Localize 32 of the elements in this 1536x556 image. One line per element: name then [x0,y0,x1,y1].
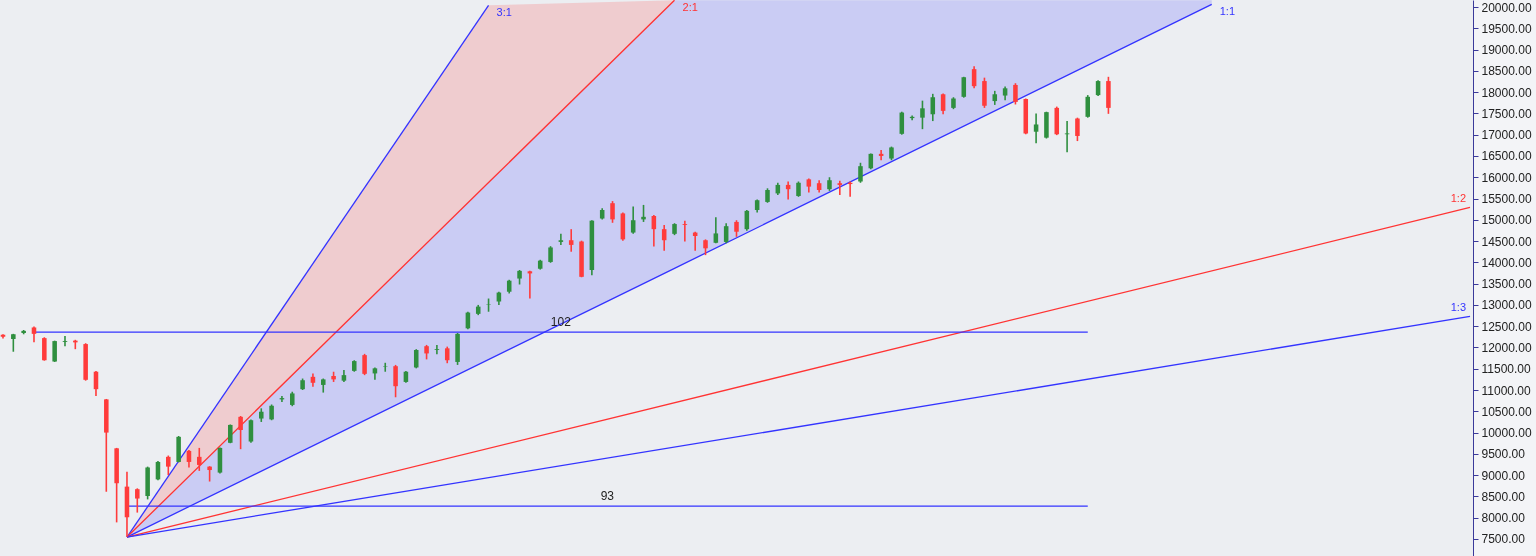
y-tick-label: 14000.00 [1481,255,1532,270]
series-label: 1:2 [1450,192,1466,205]
y-tick-label: 19000.00 [1481,43,1532,58]
y-tick-label: 15000.00 [1481,213,1532,228]
y-tick-label: 16000.00 [1481,170,1532,185]
y-tick-label: 8500.00 [1481,489,1526,504]
y-tick-label: 15500.00 [1481,192,1532,207]
y-tick-label: 14500.00 [1481,234,1532,249]
y-tick-label: 10000.00 [1481,426,1532,441]
y-tick-label: 11500.00 [1481,362,1531,377]
y-tick-label: 9000.00 [1481,468,1526,483]
y-tick-label: 13000.00 [1481,298,1532,313]
y-tick-label: 7500.00 [1481,532,1526,547]
series-label: 2:1 [682,1,698,14]
series-label: 1:3 [1450,301,1466,314]
y-tick-label: 20000.00 [1481,0,1532,15]
y-tick-label: 10500.00 [1481,404,1532,419]
y-tick-label: 8000.00 [1481,511,1526,526]
y-tick-label: 16500.00 [1481,149,1532,164]
y-tick-label: 18000.00 [1481,85,1532,100]
y-tick-label: 11000.00 [1481,383,1531,398]
y-tick-label: 13500.00 [1481,277,1532,292]
y-tick-label: 12000.00 [1481,340,1532,355]
y-tick-label: 9500.00 [1481,447,1526,462]
y-tick-label: 18500.00 [1481,64,1532,79]
y-tick-label: 19500.00 [1481,21,1532,36]
series-label: 1:1 [1219,5,1236,18]
series-label: 3:1 [496,6,512,19]
y-tick-label: 17000.00 [1481,128,1532,143]
y-tick-label: 12500.00 [1481,319,1532,334]
y-tick-label: 17500.00 [1481,106,1532,121]
annotation: 93 [600,489,615,504]
